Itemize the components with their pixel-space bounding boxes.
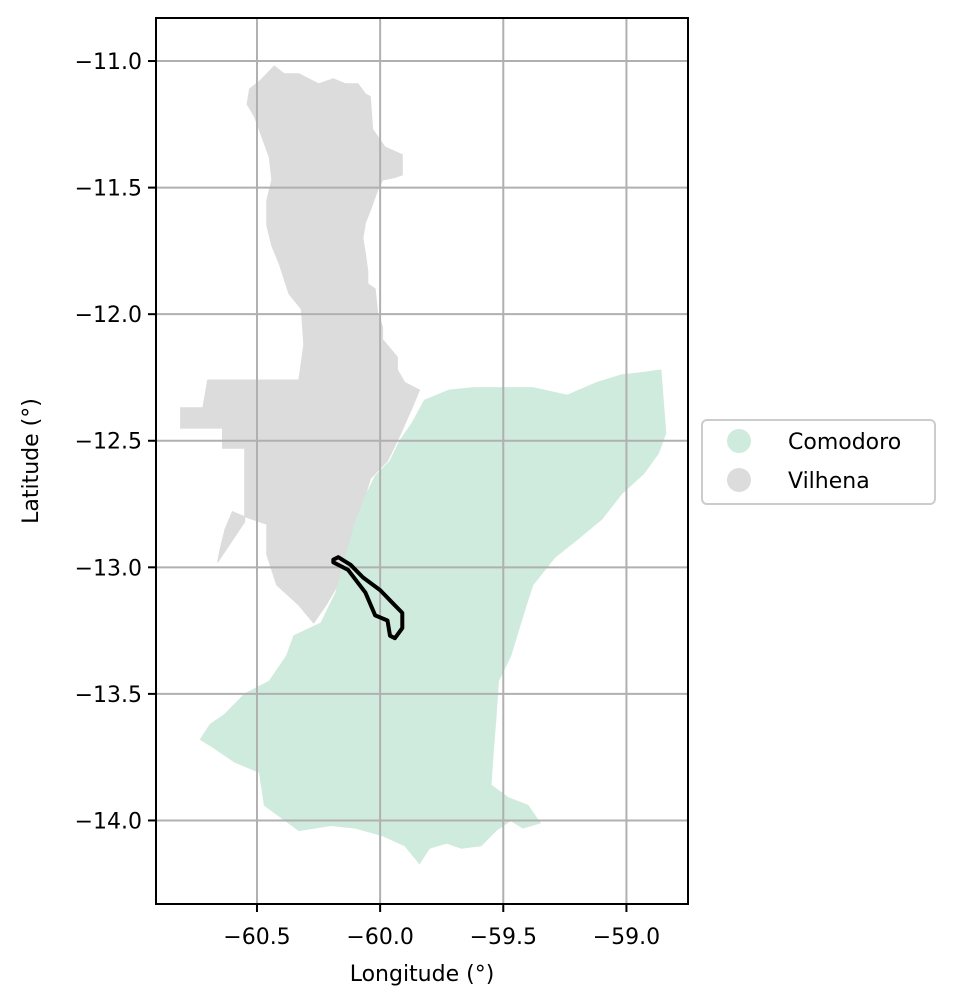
regions-layer	[180, 65, 667, 865]
plot-frame	[155, 17, 689, 905]
y-tick-label: −12.5	[75, 430, 142, 455]
legend: Comodoro Vilhena	[701, 419, 936, 505]
x-axis-label: Longitude (°)	[350, 962, 495, 987]
legend-marker	[727, 429, 751, 453]
outline-layer	[331, 555, 405, 641]
legend-label: Comodoro	[788, 430, 901, 455]
x-tick-label: −60.0	[346, 925, 413, 950]
ticks-layer: −60.5 −60.0 −59.5 −59.0 −11.0 −11.5 −12.0 −12.5…	[75, 50, 661, 950]
y-tick-label: −13.5	[75, 683, 142, 708]
y-tick-label: −11.5	[75, 177, 142, 202]
x-tick-label: −60.5	[223, 925, 290, 950]
y-tick-label: −14.0	[75, 809, 142, 834]
legend-label: Vilhena	[788, 469, 870, 494]
y-tick-label: −12.0	[75, 303, 142, 328]
grid-layer	[156, 18, 688, 904]
x-tick-label: −59.0	[593, 925, 660, 950]
region-comodoro	[199, 369, 667, 865]
legend-marker	[727, 468, 751, 492]
x-tick-label: −59.5	[470, 925, 537, 950]
y-tick-label: −13.0	[75, 556, 142, 581]
y-tick-label: −11.0	[75, 50, 142, 75]
legend-box	[701, 419, 936, 505]
y-axis-label: Latitude (°)	[19, 398, 44, 524]
study-area-outline	[331, 555, 405, 641]
